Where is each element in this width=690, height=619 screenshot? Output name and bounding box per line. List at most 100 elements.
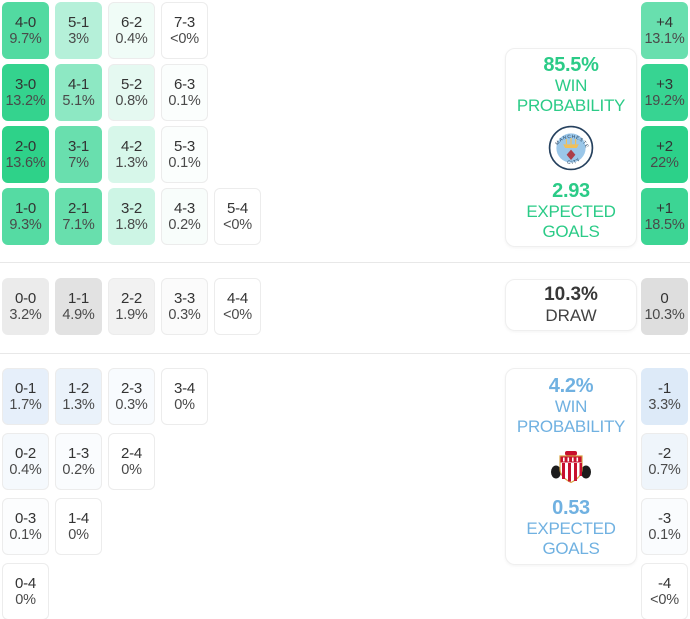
score-cell[interactable]: 2-0 13.6% xyxy=(2,126,49,183)
score-cell[interactable]: 1-2 1.3% xyxy=(55,368,102,425)
score-cell[interactable]: 2-4 0% xyxy=(108,433,155,490)
goal-diff-cell[interactable]: +4 13.1% xyxy=(641,2,688,59)
goal-diff-value: -3 xyxy=(658,509,671,527)
score-value: 1-3 xyxy=(67,444,90,462)
goal-diff-probability: 3.3% xyxy=(648,396,681,413)
away-goal-diff-column: -1 3.3% -2 0.7% -3 0.1% -4 <0% xyxy=(641,368,688,619)
goal-diff-cell[interactable]: +3 19.2% xyxy=(641,64,688,121)
score-cell[interactable]: 0-0 3.2% xyxy=(2,278,49,335)
score-cell[interactable]: 3-0 13.2% xyxy=(2,64,49,121)
score-cell[interactable]: 2-1 7.1% xyxy=(55,188,102,245)
goal-diff-value: +1 xyxy=(656,199,673,217)
score-probability: 0% xyxy=(174,396,195,413)
win-label-line2: PROBABILITY xyxy=(516,416,626,436)
score-value: 0-4 xyxy=(14,574,37,592)
score-probability: 7% xyxy=(68,154,89,171)
goal-diff-cell[interactable]: -4 <0% xyxy=(641,563,688,619)
score-cell[interactable]: 3-4 0% xyxy=(161,368,208,425)
score-value: 2-2 xyxy=(120,289,143,307)
score-value: 6-2 xyxy=(120,13,143,31)
goal-diff-value: +3 xyxy=(656,75,673,93)
goal-diff-probability: 0.1% xyxy=(648,526,681,543)
score-cell[interactable]: 2-2 1.9% xyxy=(108,278,155,335)
score-cell[interactable]: 5-1 3% xyxy=(55,2,102,59)
score-cell[interactable]: 6-3 0.1% xyxy=(161,64,208,121)
score-cell[interactable]: 1-4 0% xyxy=(55,498,102,555)
goal-diff-cell[interactable]: -3 0.1% xyxy=(641,498,688,555)
away-grid-row: 0-4 0% xyxy=(2,563,208,619)
score-cell[interactable]: 1-3 0.2% xyxy=(55,433,102,490)
score-cell[interactable]: 4-3 0.2% xyxy=(161,188,208,245)
score-probability: <0% xyxy=(170,30,199,47)
goal-diff-cell[interactable]: -2 0.7% xyxy=(641,433,688,490)
score-probability: 0.2% xyxy=(168,216,201,233)
expected-label-line2: GOALS xyxy=(542,221,600,241)
goal-diff-value: -2 xyxy=(658,444,671,462)
score-cell[interactable]: 3-3 0.3% xyxy=(161,278,208,335)
score-cell[interactable]: 1-0 9.3% xyxy=(2,188,49,245)
score-cell[interactable]: 5-2 0.8% xyxy=(108,64,155,121)
score-value: 4-3 xyxy=(173,199,196,217)
away-score-grid: 0-1 1.7% 1-2 1.3% 2-3 0.3% 3-4 0% 0-2 0.4% 1-… xyxy=(2,368,208,619)
score-probability: 13.2% xyxy=(5,92,46,109)
score-value: 2-4 xyxy=(120,444,143,462)
score-value: 1-1 xyxy=(67,289,90,307)
home-score-grid: 4-0 9.7% 5-1 3% 6-2 0.4% 7-3 <0% 3-0 13.2% 4-… xyxy=(2,2,261,245)
score-probability: 9.3% xyxy=(9,216,42,233)
score-cell[interactable]: 5-3 0.1% xyxy=(161,126,208,183)
score-cell[interactable]: 0-2 0.4% xyxy=(2,433,49,490)
section-divider xyxy=(0,353,690,354)
goal-diff-value: -4 xyxy=(658,574,671,592)
score-value: 5-1 xyxy=(67,13,90,31)
score-cell[interactable]: 4-2 1.3% xyxy=(108,126,155,183)
score-value: 2-1 xyxy=(67,199,90,217)
score-cell[interactable]: 3-2 1.8% xyxy=(108,188,155,245)
win-label-line1: WIN xyxy=(554,75,588,95)
score-probability: 3.2% xyxy=(9,306,42,323)
score-probability: 7.1% xyxy=(62,216,95,233)
score-probability: 0% xyxy=(15,591,36,608)
win-label-line1: WIN xyxy=(554,396,588,416)
goal-diff-probability: <0% xyxy=(650,591,679,608)
score-value: 0-1 xyxy=(14,379,37,397)
score-value: 4-4 xyxy=(226,289,249,307)
score-probability: 5.1% xyxy=(62,92,95,109)
home-grid-row: 4-0 9.7% 5-1 3% 6-2 0.4% 7-3 <0% xyxy=(2,2,261,59)
expected-label-line1: EXPECTED xyxy=(526,201,616,221)
score-value: 4-1 xyxy=(67,75,90,93)
score-value: 3-3 xyxy=(173,289,196,307)
score-cell[interactable]: 4-4 <0% xyxy=(214,278,261,335)
score-probability: 0% xyxy=(121,461,142,478)
score-cell[interactable]: 0-3 0.1% xyxy=(2,498,49,555)
goal-diff-cell[interactable]: -1 3.3% xyxy=(641,368,688,425)
goal-diff-cell[interactable]: +1 18.5% xyxy=(641,188,688,245)
section-divider xyxy=(0,262,690,263)
score-value: 3-4 xyxy=(173,379,196,397)
score-cell[interactable]: 0-1 1.7% xyxy=(2,368,49,425)
score-value: 1-4 xyxy=(67,509,90,527)
goal-diff-cell[interactable]: 0 10.3% xyxy=(641,278,688,335)
score-cell[interactable]: 6-2 0.4% xyxy=(108,2,155,59)
goal-diff-cell[interactable]: +2 22% xyxy=(641,126,688,183)
win-label-line2: PROBABILITY xyxy=(516,95,626,115)
score-cell[interactable]: 4-0 9.7% xyxy=(2,2,49,59)
home-grid-row: 2-0 13.6% 3-1 7% 4-2 1.3% 5-3 0.1% xyxy=(2,126,261,183)
score-cell[interactable]: 3-1 7% xyxy=(55,126,102,183)
draw-score-grid: 0-0 3.2% 1-1 4.9% 2-2 1.9% 3-3 0.3% 4-4 <0% xyxy=(2,278,261,335)
score-value: 5-2 xyxy=(120,75,143,93)
score-probability: <0% xyxy=(223,306,252,323)
score-value: 2-0 xyxy=(14,137,37,155)
score-cell[interactable]: 0-4 0% xyxy=(2,563,49,619)
goal-diff-probability: 18.5% xyxy=(644,216,685,233)
score-probability: 0.1% xyxy=(168,154,201,171)
score-cell[interactable]: 2-3 0.3% xyxy=(108,368,155,425)
score-cell[interactable]: 4-1 5.1% xyxy=(55,64,102,121)
score-probability: 1.3% xyxy=(62,396,95,413)
draw-goal-diff: 0 10.3% xyxy=(641,278,688,335)
score-cell[interactable]: 5-4 <0% xyxy=(214,188,261,245)
score-cell[interactable]: 7-3 <0% xyxy=(161,2,208,59)
score-cell[interactable]: 1-1 4.9% xyxy=(55,278,102,335)
draw-probability-value: 10.3% xyxy=(544,284,598,305)
score-value: 2-3 xyxy=(120,379,143,397)
